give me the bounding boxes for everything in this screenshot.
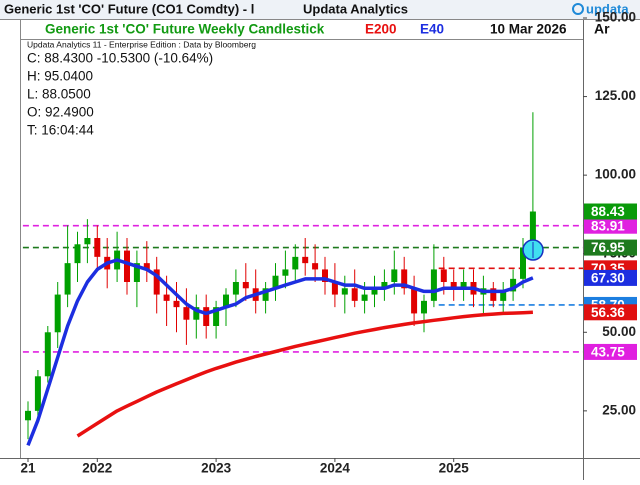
chart-date: 10 Mar 2026 (490, 22, 567, 37)
logo-icon (572, 3, 584, 15)
candle-body (529, 211, 536, 248)
x-tick-label: 2023 (201, 461, 232, 476)
candle-body (54, 294, 61, 333)
ohlc-info: T: 16:04:44 (27, 123, 94, 138)
candle-body (84, 238, 91, 245)
price-label: 83.91 (591, 218, 625, 233)
y-tick-label: 150.00 (595, 10, 636, 25)
candle-body (312, 263, 319, 270)
candle-body (223, 294, 229, 308)
candle-body (183, 307, 190, 320)
candle-body (351, 288, 358, 301)
price-box (584, 343, 637, 360)
price-label: 43.75 (591, 344, 625, 359)
candle-body (381, 282, 388, 289)
window-title: Generic 1st 'CO' Future (CO1 Comdty) - l (4, 1, 254, 16)
candle-body (282, 269, 289, 276)
plot (22, 112, 583, 447)
candle-body (193, 307, 200, 320)
candle-body (213, 307, 220, 326)
x-tick-label: 2022 (82, 461, 112, 476)
candle-body (64, 263, 71, 295)
x-tick-label: 2024 (320, 461, 351, 476)
candle-body (173, 300, 180, 308)
candle-body (25, 410, 31, 421)
candle-body (322, 269, 328, 282)
logo: updata (586, 1, 629, 16)
candle-body (411, 288, 418, 314)
candle-body (143, 263, 150, 270)
candle-body (391, 269, 398, 282)
candle-body (430, 269, 437, 301)
price-label: 88.43 (591, 204, 625, 219)
price-label: 67.30 (591, 270, 625, 285)
candle-body (242, 282, 249, 289)
candle-body (401, 269, 408, 289)
candle-body (262, 288, 269, 301)
price-label: 76.95 (591, 240, 625, 255)
ema-line (76, 310, 533, 438)
candle-body (331, 282, 338, 295)
axis-title: Ar (594, 21, 610, 37)
candle-body (510, 278, 517, 292)
candle-body (272, 275, 279, 289)
price-box (584, 217, 637, 234)
candle-body (460, 282, 467, 289)
candle-body (124, 250, 130, 282)
ohlc-info: L: 88.0500 (27, 87, 91, 102)
candle-body (34, 376, 41, 411)
candle-body (520, 247, 526, 279)
candle-body (490, 288, 497, 301)
candle-body (421, 300, 427, 314)
ema-line (26, 258, 534, 447)
price-box (584, 203, 637, 220)
y-tick-label: 100.00 (595, 167, 636, 182)
candle-body (74, 244, 81, 264)
candle-body (203, 307, 210, 326)
y-tick-label: 50.00 (602, 324, 636, 339)
candle-body (361, 294, 368, 301)
subtitle: Updata Analytics 11 - Enterprise Edition… (27, 39, 256, 49)
price-box (584, 304, 637, 321)
legend-entry: E40 (420, 22, 444, 37)
candle-body (133, 263, 140, 282)
app-name: Updata Analytics (303, 1, 408, 16)
ohlc-info: O: 92.4900 (27, 105, 94, 120)
candle-body (94, 238, 101, 257)
x-tick-label: 2025 (439, 461, 470, 476)
candle-body (302, 256, 309, 264)
candle-body (440, 269, 447, 282)
chart-title: Generic 1st 'CO' Future Weekly Candlesti… (45, 22, 325, 37)
candle-body (292, 256, 299, 270)
candle-body (153, 269, 160, 295)
candle-body (232, 282, 239, 295)
price-label: 56.36 (591, 305, 625, 320)
y-tick-label: 25.00 (602, 402, 636, 417)
candle-body (371, 288, 378, 295)
price-box (584, 239, 637, 256)
title-bar (0, 0, 640, 19)
info: C: 88.4300 -10.5300 (-10.64%) H: 95.0400 L… (27, 51, 213, 138)
ohlc-info: C: 88.4300 -10.5300 (-10.64%) (27, 51, 213, 66)
candle-body (163, 294, 170, 301)
candle-body (341, 288, 348, 295)
x-tick-label: 21 (20, 461, 36, 476)
candle-body (500, 291, 507, 301)
y-tick-label: 125.00 (595, 88, 636, 103)
ohlc-info: H: 95.0400 (27, 69, 93, 84)
legend-entry: E200 (365, 22, 397, 37)
candle-body (450, 282, 457, 289)
price-box (584, 269, 637, 286)
candle-body (44, 332, 51, 377)
